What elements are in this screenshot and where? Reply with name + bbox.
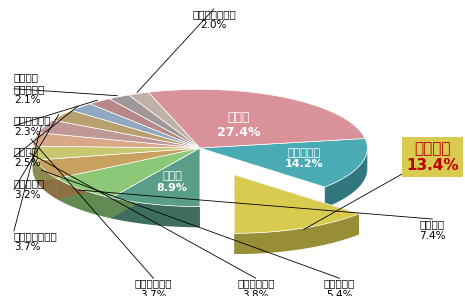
Text: 電気温水器
5.4%: 電気温水器 5.4%: [324, 278, 355, 296]
Polygon shape: [36, 148, 200, 178]
Polygon shape: [57, 148, 200, 198]
Polygon shape: [148, 89, 365, 148]
Polygon shape: [33, 149, 36, 181]
Polygon shape: [234, 175, 359, 233]
Text: テレビ
8.9%: テレビ 8.9%: [157, 171, 188, 193]
Polygon shape: [72, 104, 200, 148]
Polygon shape: [325, 149, 367, 208]
Polygon shape: [36, 160, 57, 199]
Text: 電気カーペット
2.0%: 電気カーペット 2.0%: [192, 9, 236, 30]
Polygon shape: [33, 133, 200, 148]
Polygon shape: [38, 120, 200, 148]
Polygon shape: [109, 95, 200, 148]
Text: エコキュート
3.8%: エコキュート 3.8%: [237, 278, 274, 296]
Text: 電気冷蔵庫
14.2%: 電気冷蔵庫 14.2%: [285, 148, 324, 169]
Polygon shape: [90, 99, 200, 148]
Text: パソコン
2.5%: パソコン 2.5%: [14, 146, 40, 168]
Polygon shape: [53, 110, 200, 148]
Polygon shape: [129, 92, 200, 148]
Polygon shape: [33, 146, 200, 160]
Text: 温水洗浄便座
3.7%: 温水洗浄便座 3.7%: [135, 278, 172, 296]
Polygon shape: [234, 214, 359, 254]
Polygon shape: [57, 178, 111, 218]
Text: エアコン
7.4%: エアコン 7.4%: [419, 219, 445, 241]
Polygon shape: [234, 175, 359, 234]
Polygon shape: [111, 148, 200, 207]
Text: 照明器具
13.4%: 照明器具 13.4%: [406, 141, 459, 173]
Polygon shape: [200, 139, 367, 187]
Polygon shape: [36, 148, 200, 181]
Polygon shape: [111, 148, 200, 218]
Text: ジャー炒飯器
2.3%: ジャー炒飯器 2.3%: [14, 115, 52, 136]
Text: 洗濯機・
洗濯乾燥機
2.1%: 洗濯機・ 洗濯乾燥機 2.1%: [14, 72, 45, 105]
Polygon shape: [111, 198, 200, 227]
Text: 電気ポット
3.2%: 電気ポット 3.2%: [14, 179, 45, 200]
Text: その他
27.4%: その他 27.4%: [217, 112, 261, 139]
Text: 食器洗い乾燥機
3.7%: 食器洗い乾燥機 3.7%: [14, 231, 58, 252]
Polygon shape: [57, 148, 200, 199]
